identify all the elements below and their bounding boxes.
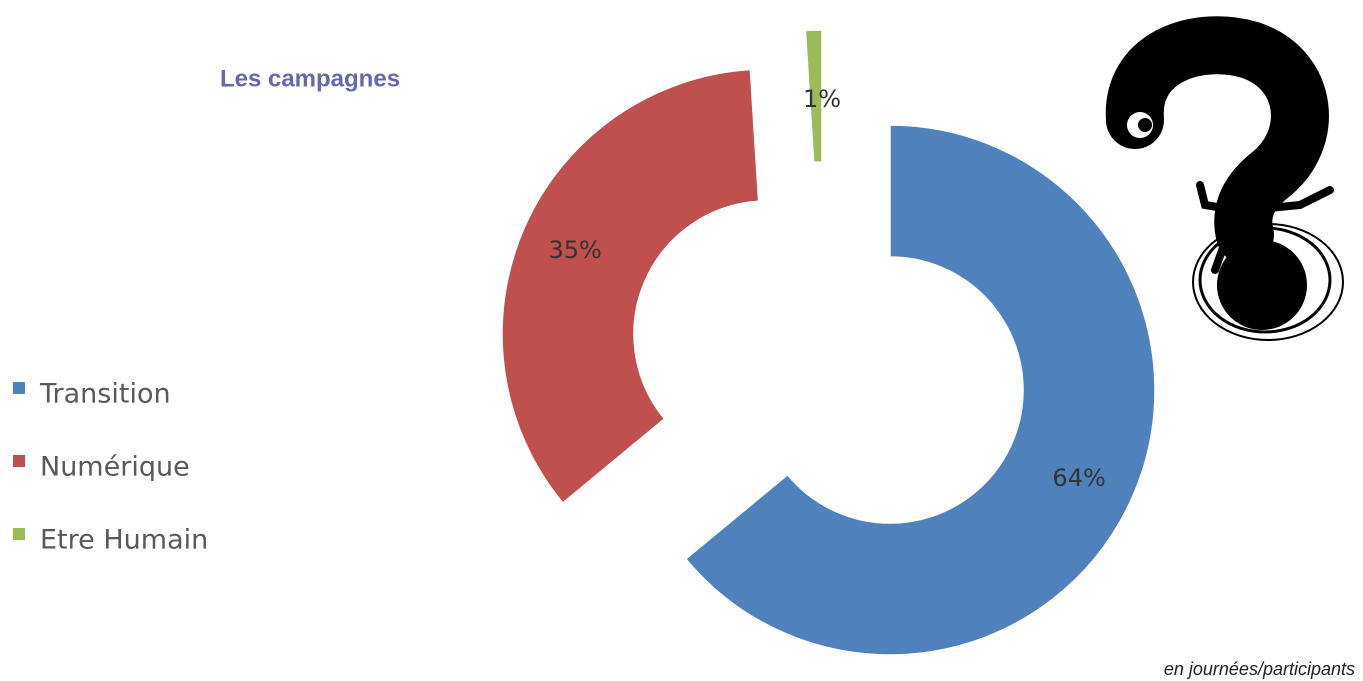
value-label: 64% [1052,464,1105,492]
donut-segment [684,124,1156,656]
value-label: 1% [803,85,841,113]
question-mark-figure [1105,16,1344,341]
legend-marker [13,382,25,394]
donut-segment [804,29,823,164]
legend-label: Etre Humain [40,525,208,556]
legend-label: Numérique [40,452,190,483]
legend-marker [13,455,25,467]
value-label: 35% [549,236,602,264]
legend-label: Transition [39,379,171,410]
chart-title: Les campagnes [220,65,400,92]
donut-segment [501,68,760,504]
legend-marker [13,528,25,540]
chart-note: en journées/participants [1164,659,1355,679]
